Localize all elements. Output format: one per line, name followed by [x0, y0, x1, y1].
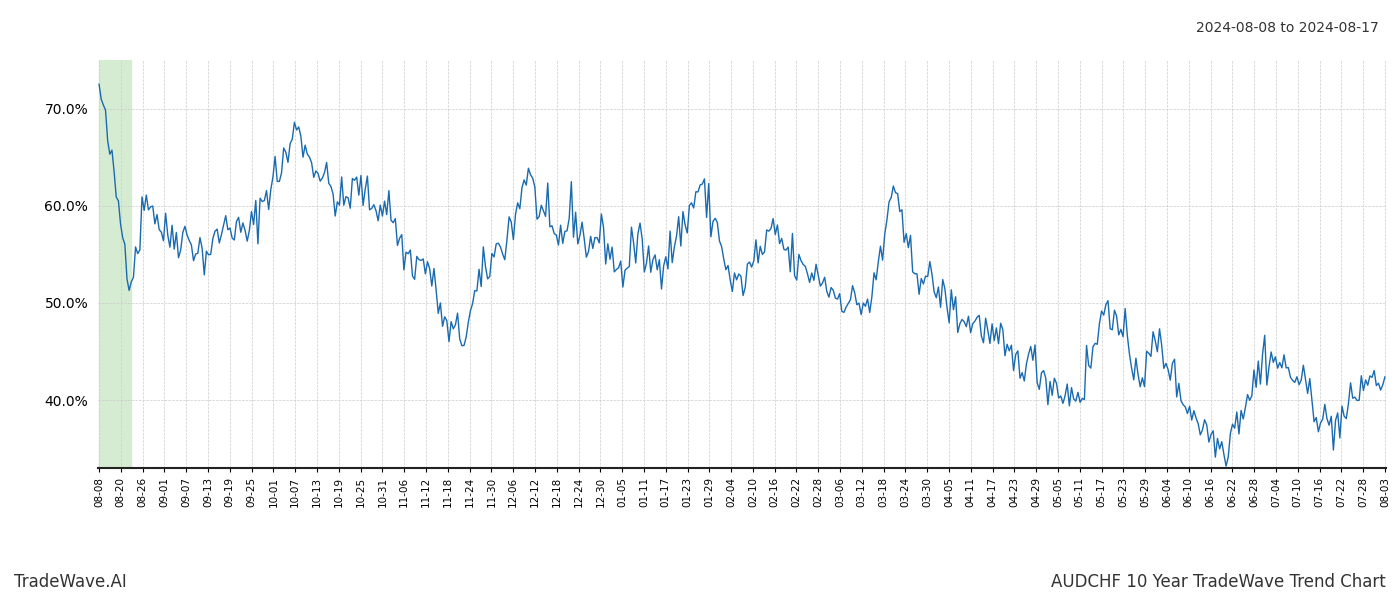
Bar [99, 60, 132, 468]
Text: TradeWave.AI: TradeWave.AI [14, 573, 127, 591]
Text: 2024-08-08 to 2024-08-17: 2024-08-08 to 2024-08-17 [1196, 21, 1379, 35]
Text: AUDCHF 10 Year TradeWave Trend Chart: AUDCHF 10 Year TradeWave Trend Chart [1051, 573, 1386, 591]
